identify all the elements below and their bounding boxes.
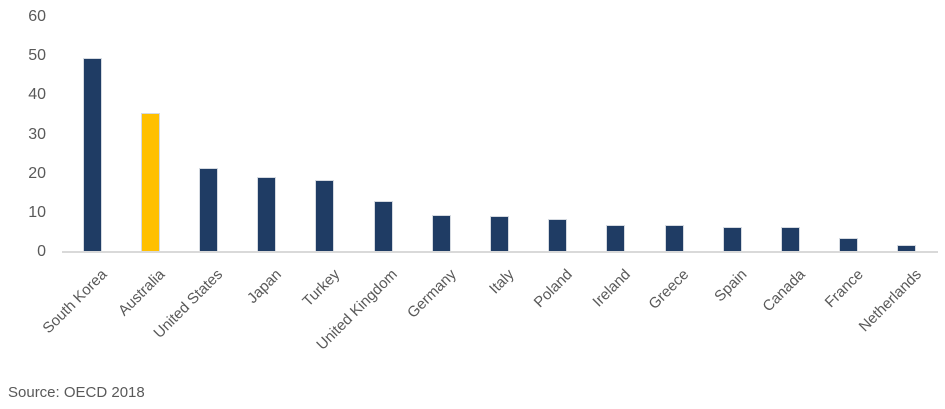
x-axis-label: Australia [114, 266, 169, 320]
x-axis-label: France [821, 266, 867, 312]
y-axis-tick-label: 50 [28, 47, 46, 65]
x-axis-label: Germany [403, 266, 460, 322]
bar-canada [780, 227, 800, 252]
bar-france [839, 238, 859, 252]
bar-united-states [198, 168, 218, 252]
y-axis-tick-label: 30 [28, 125, 46, 143]
bar-poland [548, 219, 568, 252]
bar-netherlands [897, 245, 917, 252]
x-axis-label: Poland [530, 266, 576, 312]
y-axis-tick-label: 0 [37, 243, 46, 260]
bar-greece [664, 225, 684, 252]
x-axis-label: South Korea [39, 266, 111, 337]
bar-germany [431, 215, 451, 252]
x-axis-label: Turkey [298, 266, 343, 311]
bar-south-korea [82, 58, 102, 252]
x-axis-label: Greece [645, 266, 693, 313]
bar-united-kingdom [373, 201, 393, 252]
x-axis-label: Italy [485, 266, 518, 298]
bar-australia [140, 113, 160, 252]
y-axis-tick-label: 60 [28, 8, 46, 25]
y-axis-tick-label: 40 [28, 86, 46, 104]
bar-turkey [315, 180, 335, 252]
x-axis-label: Japan [243, 266, 285, 307]
bar-ireland [606, 225, 626, 252]
bar-italy [489, 216, 509, 252]
y-axis-tick-label: 20 [28, 164, 46, 182]
x-axis-label: Spain [711, 266, 751, 306]
x-axis-label: Canada [759, 266, 809, 316]
x-axis-label: Ireland [589, 266, 634, 311]
source-note: Source: OECD 2018 [8, 384, 145, 401]
bar-spain [722, 227, 742, 252]
y-axis-tick-label: 10 [28, 203, 46, 221]
x-axis-line [62, 251, 938, 253]
bar-japan [257, 177, 277, 252]
